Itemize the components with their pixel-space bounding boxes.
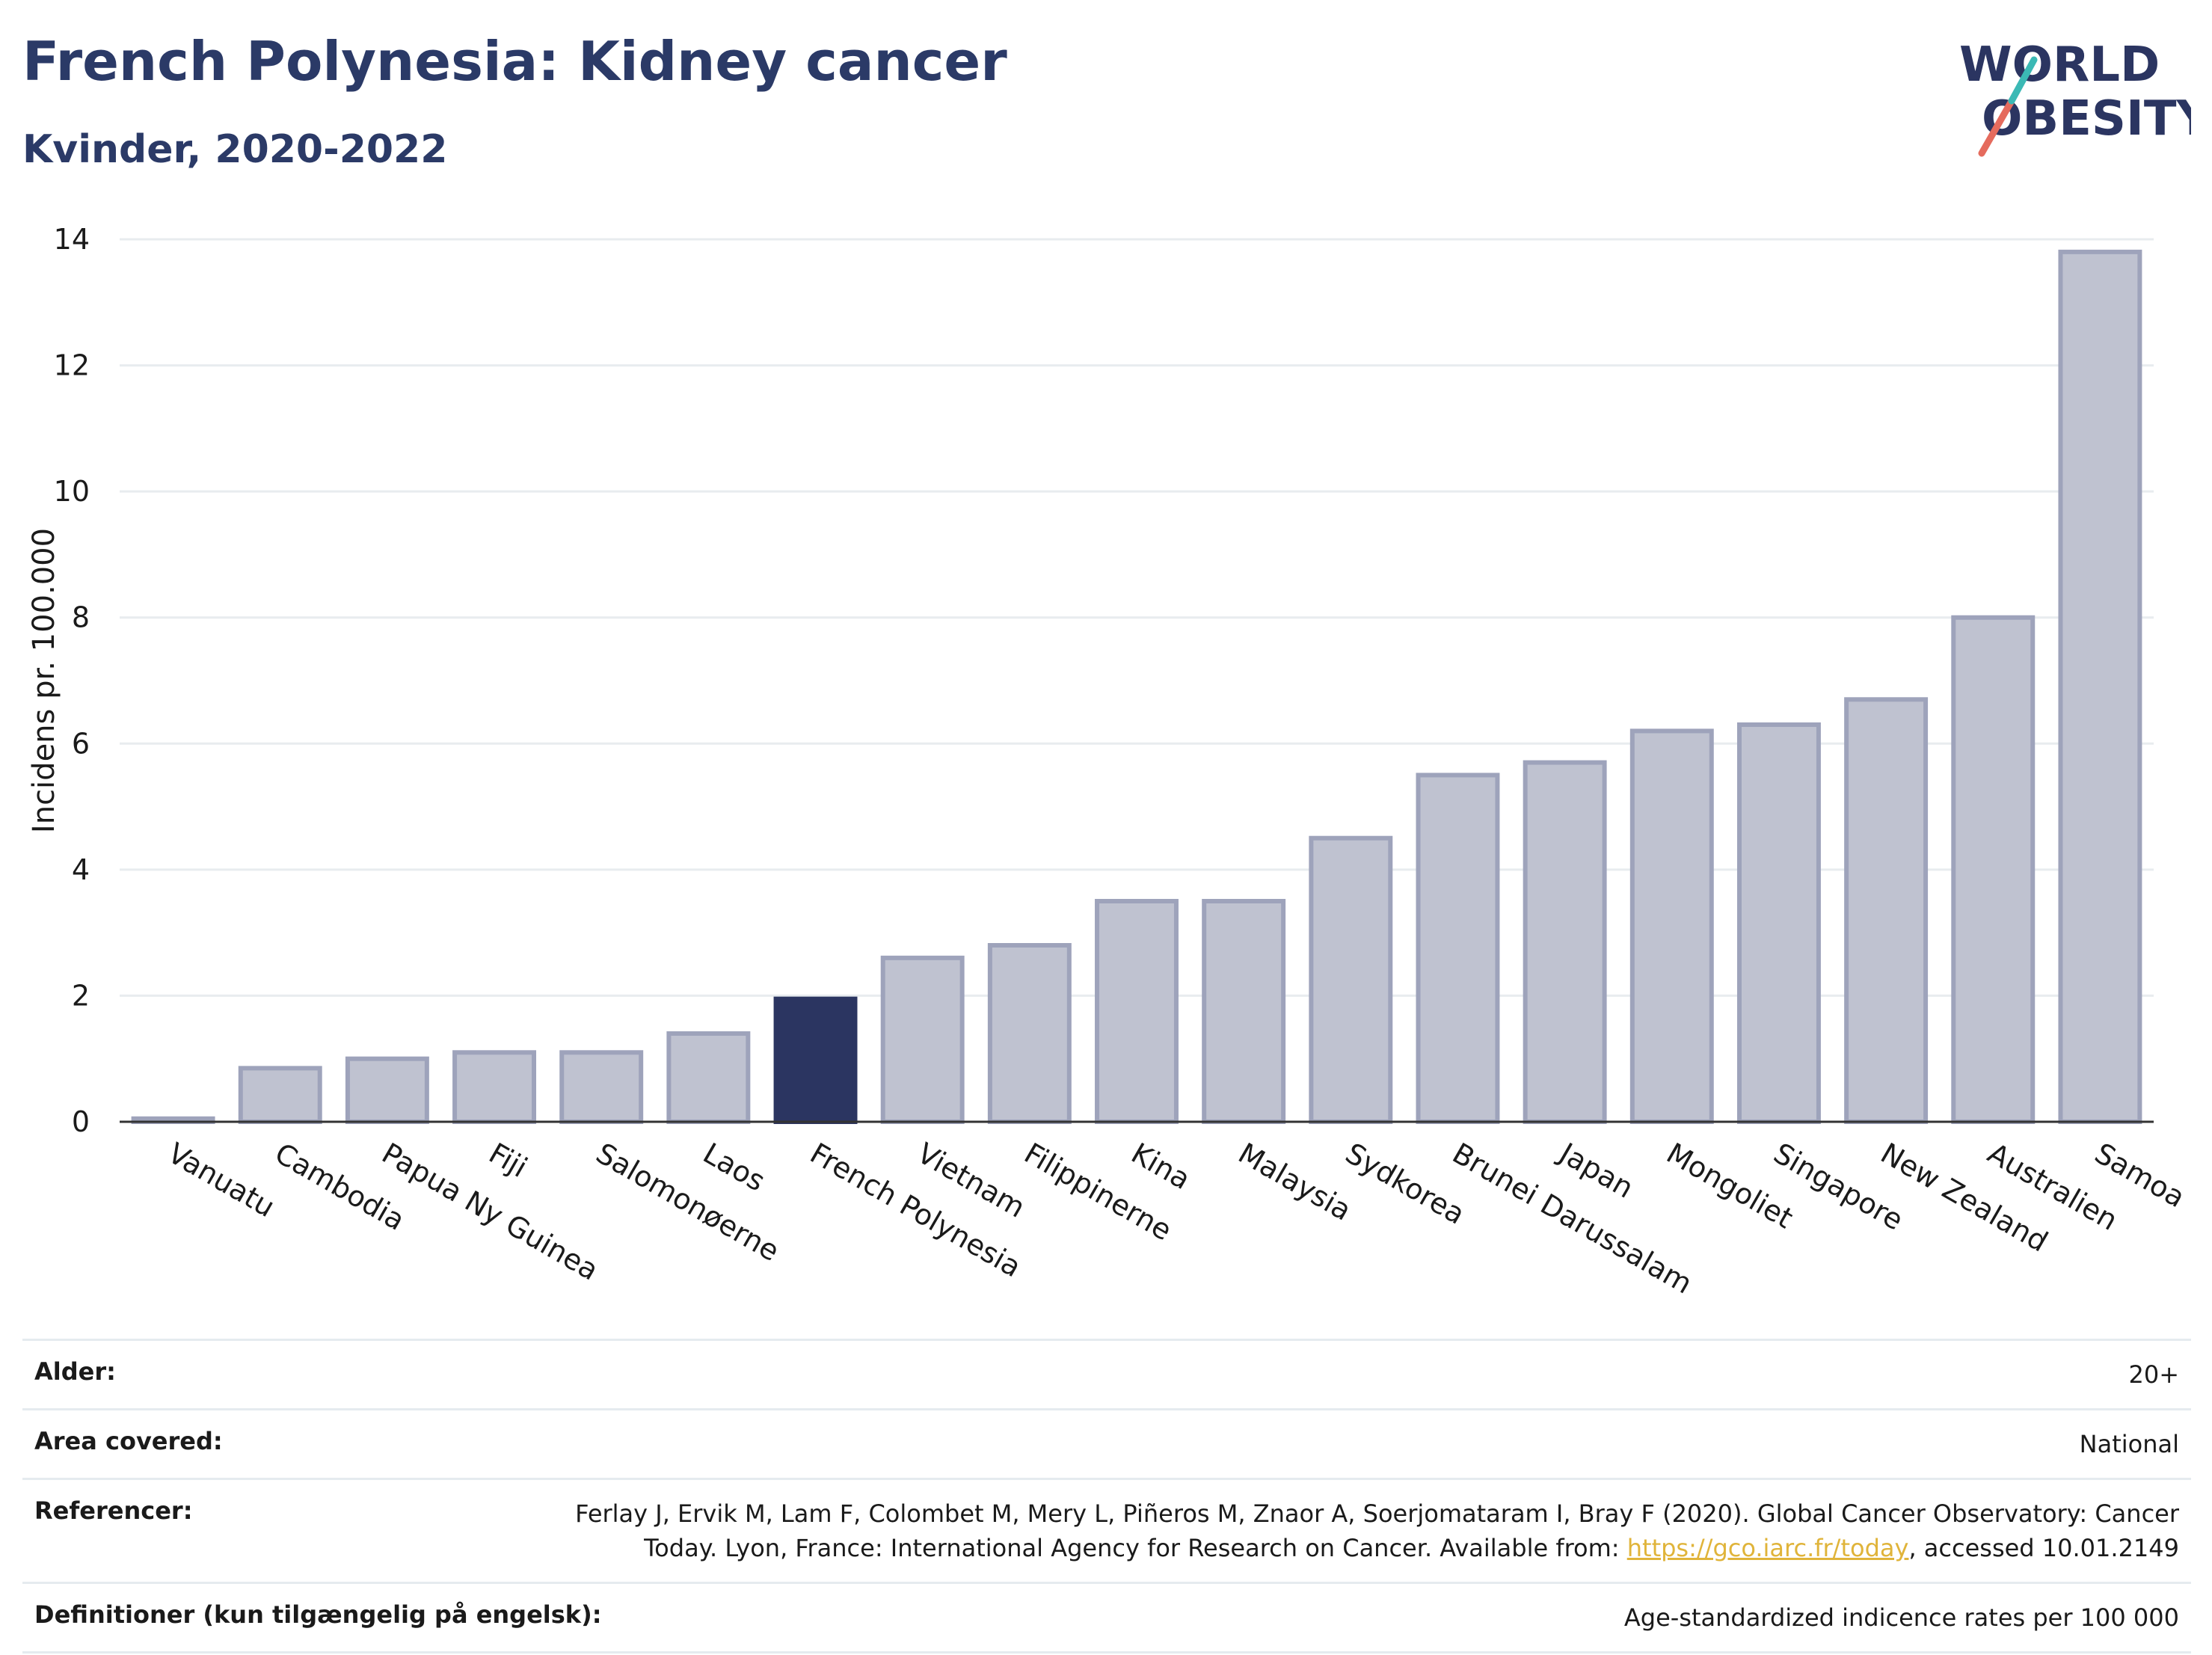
bar xyxy=(1416,773,1500,1125)
bar xyxy=(238,1066,322,1125)
bar xyxy=(1202,899,1286,1124)
bar xyxy=(1736,722,1821,1124)
info-label-age: Alder: xyxy=(34,1357,116,1386)
info-label-area: Area covered: xyxy=(34,1427,223,1455)
world-obesity-logo: WORLD OBESITY xyxy=(1959,37,2191,157)
info-value-definitions: Age-standardized indicence rates per 100… xyxy=(1623,1603,2179,1632)
info-value-age: 20+ xyxy=(2128,1360,2179,1389)
x-tick-label: Fiji xyxy=(484,1137,533,1184)
bar xyxy=(2058,249,2142,1124)
bar xyxy=(880,955,965,1125)
bar xyxy=(345,1056,429,1124)
bar xyxy=(1095,899,1179,1124)
x-tick-label: Malaysia xyxy=(1233,1137,1357,1227)
bar xyxy=(987,943,1072,1124)
info-value-references: Ferlay J, Ervik M, Lam F, Colombet M, Me… xyxy=(534,1496,2179,1565)
y-tick-label: 6 xyxy=(72,727,90,760)
x-tick-label: Japan xyxy=(1552,1136,1639,1205)
bar xyxy=(1844,697,1929,1124)
chart-subtitle: Kvinder, 2020-2022 xyxy=(22,127,448,172)
y-axis-label: Incidens pr. 100.000 xyxy=(27,528,61,833)
y-tick-label: 0 xyxy=(72,1105,90,1138)
y-tick-label: 14 xyxy=(54,223,90,256)
info-row-references: Referencer: Ferlay J, Ervik M, Lam F, Co… xyxy=(22,1478,2191,1582)
reference-accessed: , accessed 10.01.2149 xyxy=(1908,1534,2179,1562)
x-tick-label: Kina xyxy=(1126,1137,1196,1197)
y-tick-label: 2 xyxy=(72,979,90,1012)
chart-title: French Polynesia: Kidney cancer xyxy=(22,30,1007,93)
x-tick-label: Salomonøerne xyxy=(591,1137,785,1268)
x-tick-label: Laos xyxy=(698,1137,771,1198)
y-tick-label: 12 xyxy=(54,349,90,382)
bar xyxy=(1629,728,1714,1124)
x-tick-label: Vanuatu xyxy=(162,1137,280,1223)
logo-text-obesity: OBESITY xyxy=(1982,91,2191,147)
bar xyxy=(1523,760,1607,1124)
bar xyxy=(1309,835,1393,1124)
info-label-definitions: Definitioner (kun tilgængelig på engelsk… xyxy=(34,1600,602,1629)
info-label-references: Referencer: xyxy=(34,1496,193,1525)
reference-text: Ferlay J, Ervik M, Lam F, Colombet M, Me… xyxy=(575,1499,2179,1562)
info-table: Alder: 20+ Area covered: National Refere… xyxy=(22,1339,2191,1654)
bar xyxy=(773,996,858,1124)
x-tick-label: Sydkorea xyxy=(1340,1137,1471,1231)
bar xyxy=(666,1031,751,1124)
y-tick-label: 10 xyxy=(54,475,90,508)
y-tick-label: 4 xyxy=(72,853,90,886)
bar xyxy=(452,1050,537,1125)
bar xyxy=(1951,615,2036,1124)
info-row-definitions: Definitioner (kun tilgængelig på engelsk… xyxy=(22,1582,2191,1654)
y-tick-label: 8 xyxy=(72,601,90,634)
info-value-area: National xyxy=(2079,1430,2179,1458)
logo-text-world: WORLD xyxy=(1959,37,2160,93)
info-row-area: Area covered: National xyxy=(22,1408,2191,1478)
info-row-age: Alder: 20+ xyxy=(22,1339,2191,1408)
bar xyxy=(559,1050,644,1125)
reference-link[interactable]: https://gco.iarc.fr/today xyxy=(1626,1534,1909,1562)
